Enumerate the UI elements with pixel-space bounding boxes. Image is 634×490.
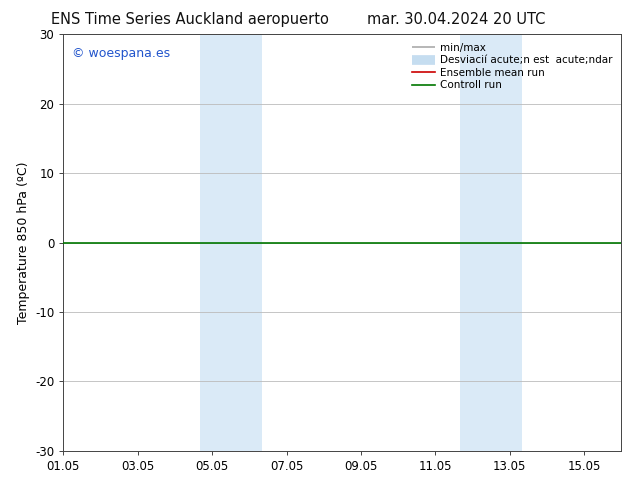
Bar (200, 34, 262, 451)
Bar (460, 34, 522, 451)
Legend: min/max, Desviacií acute;n est  acute;ndar, Ensemble mean run, Controll run: min/max, Desviacií acute;n est acute;nda… (409, 40, 616, 94)
Text: ENS Time Series Auckland aeropuerto: ENS Time Series Auckland aeropuerto (51, 12, 329, 27)
Text: mar. 30.04.2024 20 UTC: mar. 30.04.2024 20 UTC (367, 12, 546, 27)
Y-axis label: Temperature 850 hPa (ºC): Temperature 850 hPa (ºC) (16, 161, 30, 324)
Text: © woespana.es: © woespana.es (72, 47, 170, 60)
